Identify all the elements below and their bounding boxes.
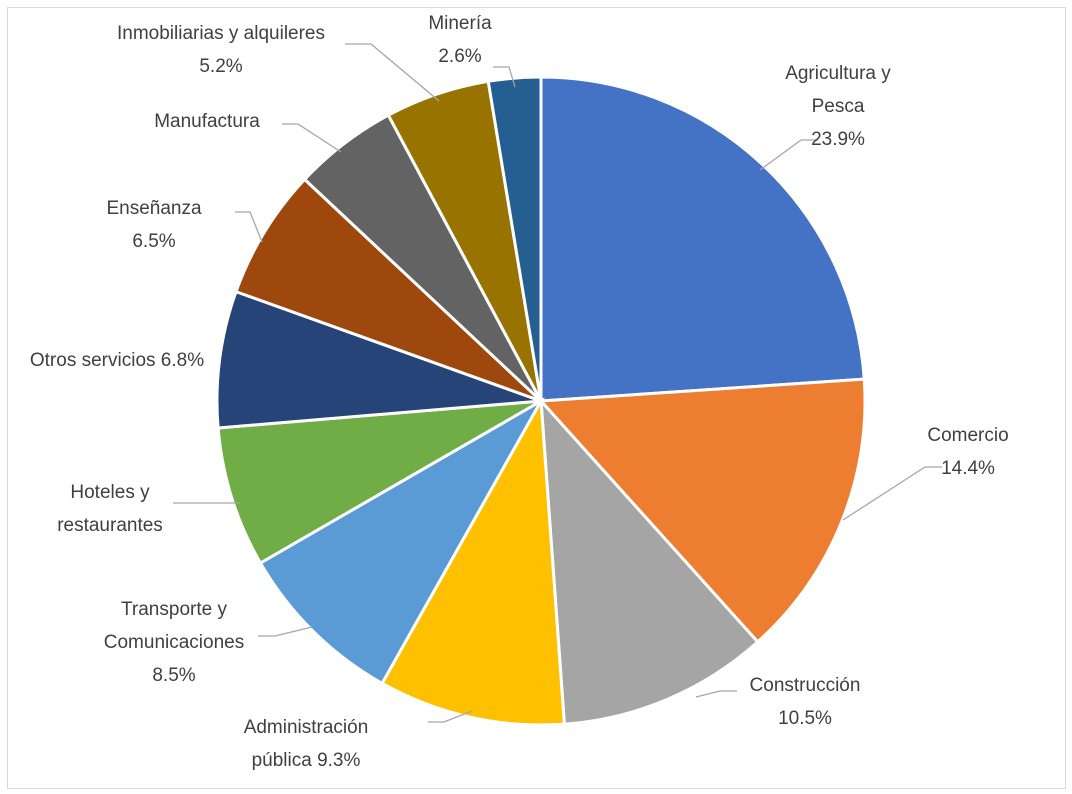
pie-slice-5 xyxy=(216,399,542,566)
data-label-5-line-0: Hoteles y xyxy=(70,482,150,503)
pie-slices xyxy=(215,75,867,727)
data-label-5-line-1: restaurantes xyxy=(57,515,163,536)
data-label-7-line-0: Enseñanza xyxy=(106,198,202,219)
data-label-2-line-1: 10.5% xyxy=(778,708,832,729)
leader-line-10 xyxy=(493,66,516,88)
leader-line-2 xyxy=(695,690,737,698)
leader-lines xyxy=(173,43,942,723)
leader-line-7 xyxy=(235,211,263,243)
pie-slice-4 xyxy=(258,396,545,686)
data-label-3-line-0: Administración xyxy=(244,717,369,738)
data-label-1-line-1: 14.4% xyxy=(941,458,995,479)
leader-line-1 xyxy=(842,466,942,521)
data-label-4-line-1: Comunicaciones xyxy=(104,632,244,653)
data-label-4-line-0: Transporte y xyxy=(121,599,227,620)
data-label-10-line-0: Minería xyxy=(428,13,492,34)
leader-line-3 xyxy=(428,710,473,723)
data-label-1-line-0: Comercio xyxy=(927,425,1008,446)
pie-slice-3 xyxy=(380,395,567,727)
leader-line-0 xyxy=(759,139,818,171)
leader-line-4 xyxy=(258,626,313,637)
data-label-9-line-0: Inmobiliarias y alquileres xyxy=(117,23,325,44)
data-label-0-line-1: Pesca xyxy=(812,96,865,117)
data-label-8-line-0: Manufactura xyxy=(154,111,260,132)
data-label-0-line-0: Agricultura y xyxy=(785,63,891,84)
pie-slice-6 xyxy=(215,289,542,430)
pie-slice-0 xyxy=(539,75,866,403)
pie-slice-7 xyxy=(234,177,543,403)
data-labels: Agricultura y Pesca 23.9% Comercio 14.4% Cons… xyxy=(30,13,1009,771)
data-label-6-line-0: Otros servicios 6.8% xyxy=(30,350,204,371)
leader-line-9 xyxy=(345,43,440,102)
leader-line-8 xyxy=(282,123,342,153)
pie-slice-1 xyxy=(537,377,867,644)
data-label-0-line-2: 23.9% xyxy=(811,129,865,150)
data-label-2-line-0: Construcción xyxy=(750,675,861,696)
data-label-10-line-1: 2.6% xyxy=(438,46,481,67)
data-label-4-line-2: 8.5% xyxy=(152,665,195,686)
data-label-7-line-1: 6.5% xyxy=(132,231,175,252)
pie-slice-2 xyxy=(539,396,760,726)
data-label-9-line-1: 5.2% xyxy=(199,56,242,77)
data-label-3-line-1: pública 9.3% xyxy=(252,750,361,771)
pie-slice-10 xyxy=(486,75,543,402)
